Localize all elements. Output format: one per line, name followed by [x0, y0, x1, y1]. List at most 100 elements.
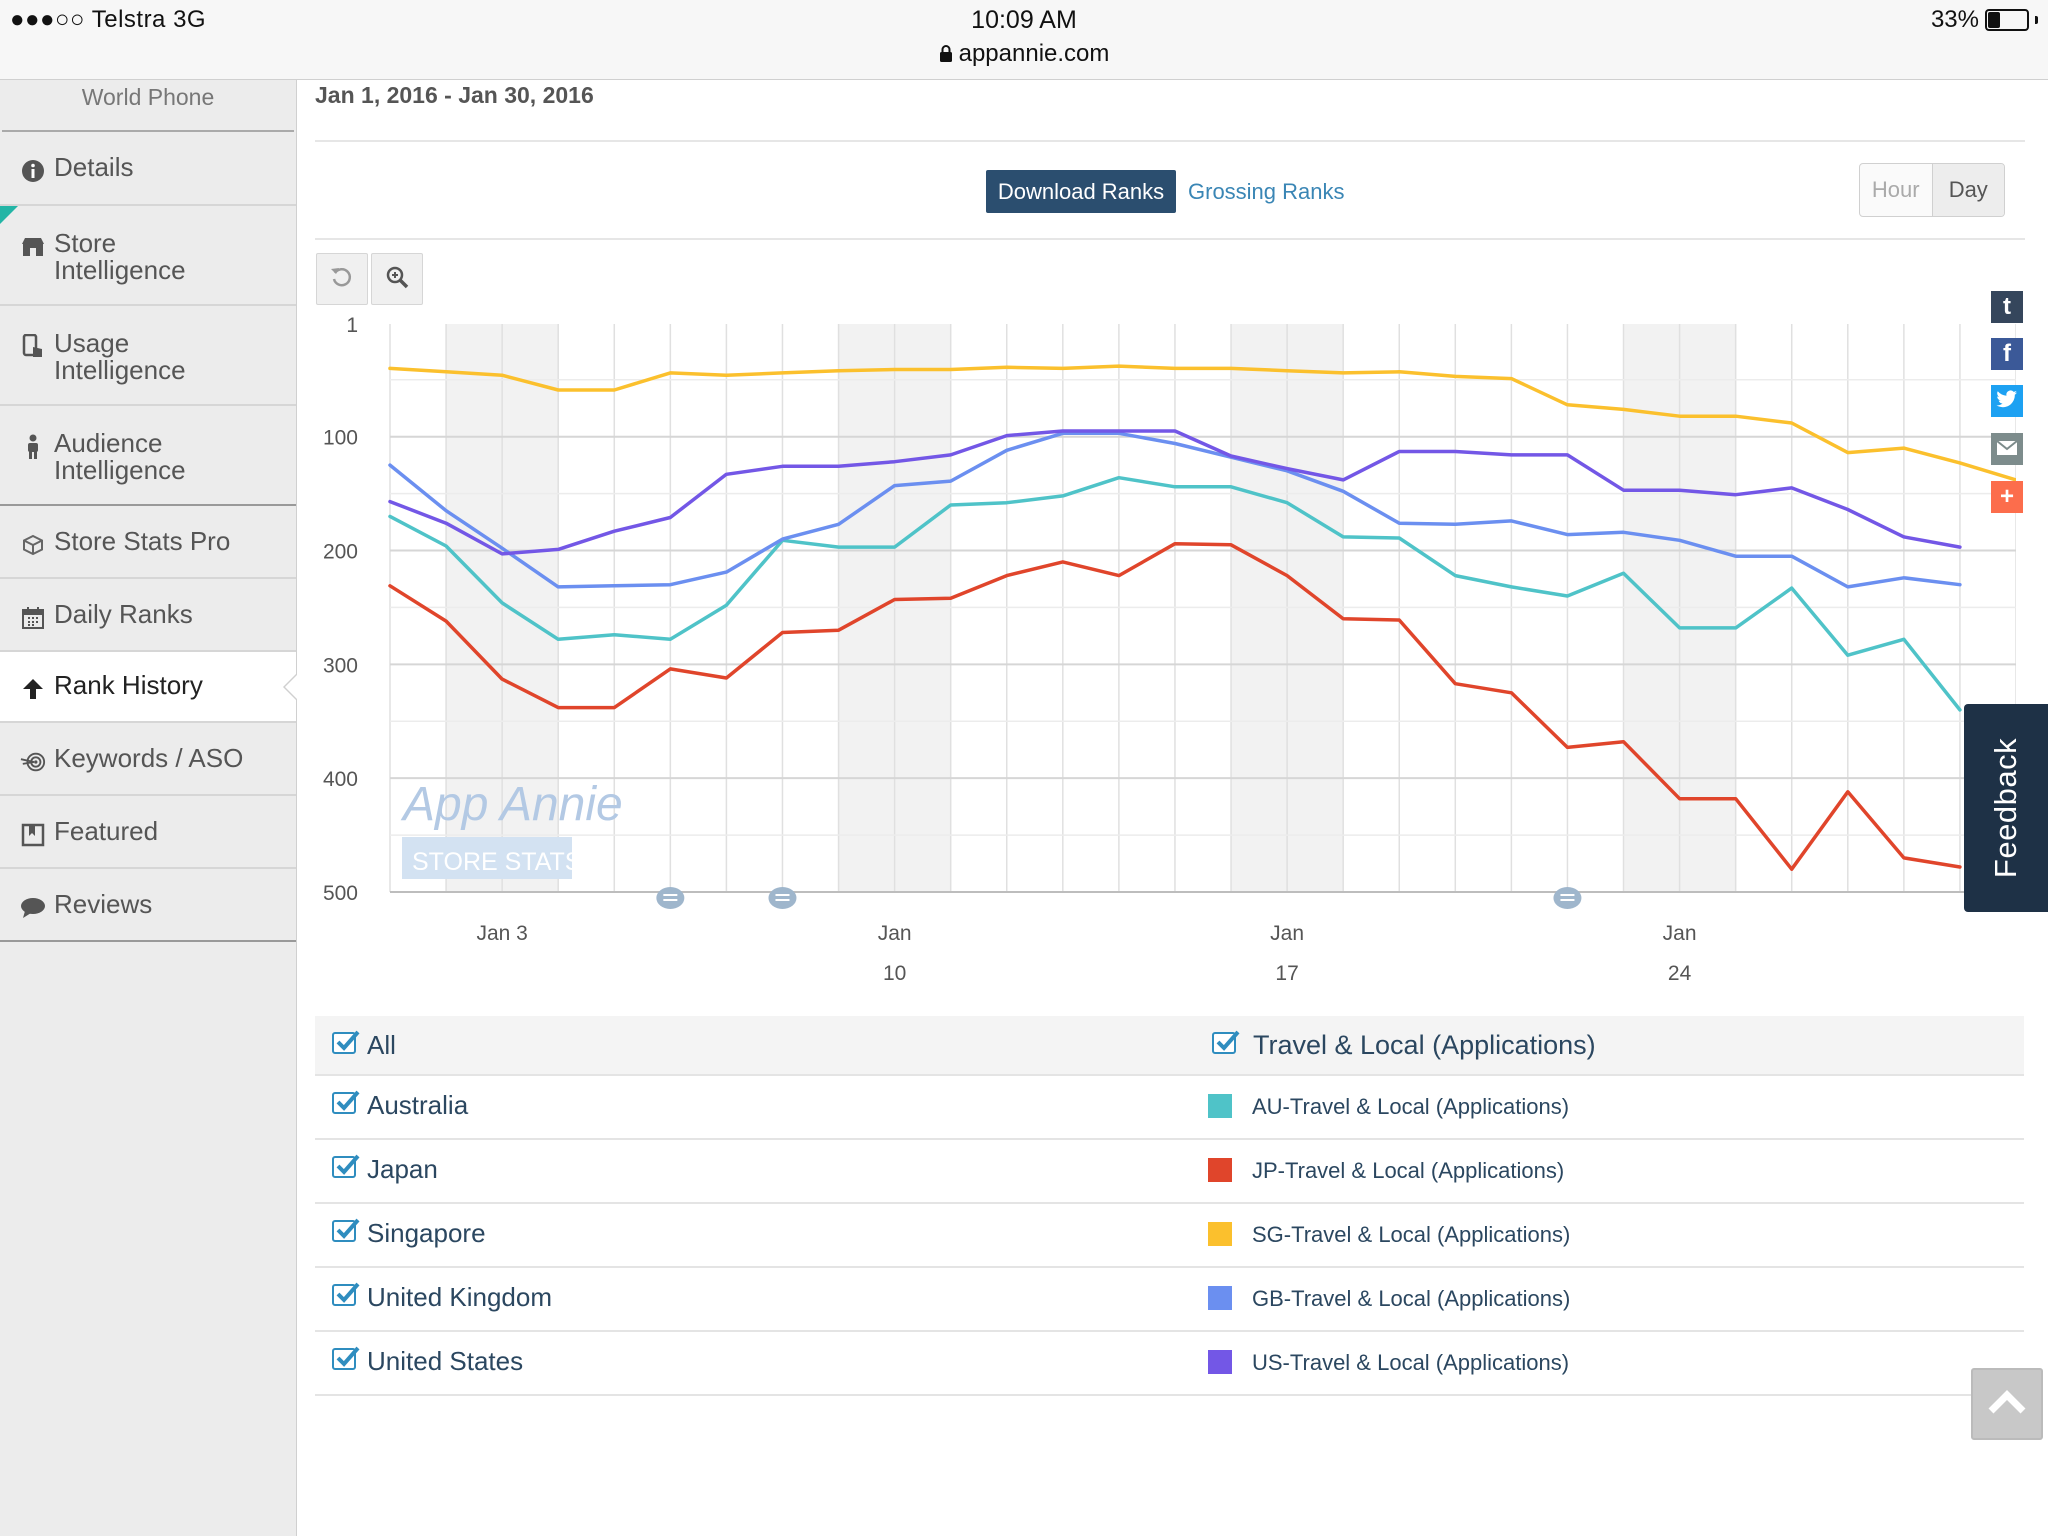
annotation-marker[interactable] [768, 887, 797, 909]
date-range: Jan 1, 2016 - Jan 30, 2016 [315, 82, 594, 108]
sidebar-item-details[interactable]: Details [0, 132, 296, 206]
series-label[interactable]: SG-Travel & Local (Applications) [1252, 1222, 1571, 1247]
share-more[interactable]: + [1991, 481, 2023, 513]
zoom-in-icon [384, 264, 410, 295]
sidebar-item-label: Keywords / ASO [54, 743, 244, 773]
sidebar-item-store-intelligence[interactable]: Store Intelligence [0, 206, 296, 306]
feedback-label: Feedback [1988, 737, 2023, 879]
country-checkbox[interactable] [332, 1346, 360, 1370]
phone-touch-icon [20, 334, 46, 360]
rank-history-chart[interactable]: App Annie STORE STATS 1 100 200 300 400 500 J… [296, 300, 2016, 1000]
sidebar-item-audience-intelligence[interactable]: Audience Intelligence [0, 406, 296, 506]
battery-indicator: 33% [1931, 6, 2038, 34]
y-tick-label: 500 [323, 882, 358, 905]
x-tick-label: Jan [878, 922, 912, 945]
scroll-to-top-button[interactable] [1971, 1368, 2043, 1440]
sidebar-item-label: Rank History [54, 670, 203, 700]
series-line-2[interactable] [388, 364, 2016, 482]
email-icon [1996, 435, 2018, 463]
series-line-1[interactable] [388, 541, 1962, 871]
series-label[interactable]: JP-Travel & Local (Applications) [1252, 1158, 1565, 1183]
sidebar-app-name: World Phone [2, 80, 294, 132]
series-line-0[interactable] [388, 475, 1962, 712]
battery-percent: 33% [1930, 6, 1979, 33]
clock: 10:09 AM [971, 6, 1077, 34]
sidebar-item-label: Reviews [54, 889, 153, 919]
series-line-4[interactable] [388, 429, 1962, 556]
address-bar[interactable]: appannie.com [0, 40, 2048, 70]
legend-row: Australia AU-Travel & Local (Applications… [315, 1076, 2024, 1140]
app-annie-watermark: App Annie STORE STATS [400, 778, 623, 879]
legend-header-row: All Travel & Local (Applications) [315, 1016, 2024, 1076]
tab-download-ranks[interactable]: Download Ranks [986, 170, 1176, 213]
tumblr-icon: t [2003, 293, 2011, 320]
tab-grossing-ranks[interactable]: Grossing Ranks [1188, 179, 1345, 204]
sidebar-item-label: Usage Intelligence [54, 328, 186, 385]
target-icon [20, 749, 46, 775]
series-swatch [1208, 1350, 1232, 1374]
undo-icon [329, 264, 355, 295]
share-facebook[interactable]: f [1991, 338, 2023, 370]
divider [315, 140, 2025, 142]
series-swatch [1208, 1286, 1232, 1310]
all-checkbox[interactable] [332, 1030, 360, 1054]
series-label[interactable]: US-Travel & Local (Applications) [1252, 1350, 1570, 1375]
series-label[interactable]: AU-Travel & Local (Applications) [1252, 1094, 1570, 1119]
lock-icon [939, 42, 953, 70]
sidebar-item-usage-intelligence[interactable]: Usage Intelligence [0, 306, 296, 406]
sidebar-item-daily-ranks[interactable]: Daily Ranks [0, 579, 296, 652]
category-checkbox[interactable] [1212, 1030, 1240, 1054]
legend-row: Japan JP-Travel & Local (Applications) [315, 1140, 2024, 1204]
series-line-3[interactable] [388, 431, 1962, 589]
day-button[interactable]: Day [1932, 164, 2004, 216]
share-email[interactable] [1991, 433, 2023, 465]
watermark-subtext: STORE STATS [412, 848, 581, 876]
person-icon [20, 434, 46, 460]
sidebar-item-keywords-aso[interactable]: Keywords / ASO [0, 723, 296, 796]
country-label: United Kingdom [367, 1282, 552, 1312]
feedback-tab[interactable]: Feedback [1964, 704, 2048, 912]
granularity-toggle: Hour Day [1859, 163, 2005, 217]
reset-zoom-button[interactable] [316, 253, 368, 305]
y-tick-label: 300 [323, 654, 358, 677]
x-tick-label: 10 [883, 962, 906, 985]
series-swatch [1208, 1094, 1232, 1118]
annotation-marker[interactable] [1553, 887, 1582, 909]
country-checkbox[interactable] [332, 1154, 360, 1178]
y-tick-label: 200 [323, 541, 358, 564]
legend-row: Singapore SG-Travel & Local (Applications… [315, 1204, 2024, 1268]
x-tick-label: Jan [1270, 922, 1304, 945]
series-label[interactable]: GB-Travel & Local (Applications) [1252, 1286, 1571, 1311]
x-tick-label: 17 [1275, 962, 1298, 985]
legend-row: United Kingdom GB-Travel & Local (Applica… [315, 1268, 2024, 1332]
share-tumblr[interactable]: t [1991, 291, 2023, 323]
sidebar-item-label: Store Stats Pro [54, 526, 231, 556]
country-checkbox[interactable] [332, 1090, 360, 1114]
battery-icon [1985, 9, 2029, 31]
carrier-signal: ●●●○○ Telstra 3G [10, 6, 207, 33]
sidebar-item-label: Featured [54, 816, 159, 846]
sidebar-item-store-stats-pro[interactable]: Store Stats Pro [0, 506, 296, 579]
facebook-icon: f [2003, 340, 2011, 367]
x-tick-label: Jan [1663, 922, 1697, 945]
bookmark-icon [20, 822, 46, 848]
annotation-marker[interactable] [656, 887, 685, 909]
country-checkbox[interactable] [332, 1218, 360, 1242]
hour-button[interactable]: Hour [1860, 164, 1933, 216]
sidebar: World Phone Details Store Intelligence U… [0, 80, 297, 1536]
sidebar-item-label: Details [54, 152, 134, 182]
chevron-up-icon [1987, 1389, 2027, 1420]
share-twitter[interactable] [1991, 385, 2023, 417]
zoom-button[interactable] [371, 253, 423, 305]
x-tick-label: Jan 3 [476, 922, 527, 945]
all-label: All [367, 1030, 396, 1060]
sidebar-item-featured[interactable]: Featured [0, 796, 296, 869]
sidebar-item-reviews[interactable]: Reviews [0, 869, 296, 942]
sidebar-item-rank-history[interactable]: Rank History [0, 652, 297, 723]
legend-table: All Travel & Local (Applications) Austra… [315, 1016, 2024, 1396]
sidebar-item-label: Daily Ranks [54, 599, 193, 629]
add-icon: + [1999, 483, 2014, 510]
teal-corner-marker [0, 206, 18, 224]
country-checkbox[interactable] [332, 1282, 360, 1306]
twitter-icon [1996, 387, 2018, 415]
